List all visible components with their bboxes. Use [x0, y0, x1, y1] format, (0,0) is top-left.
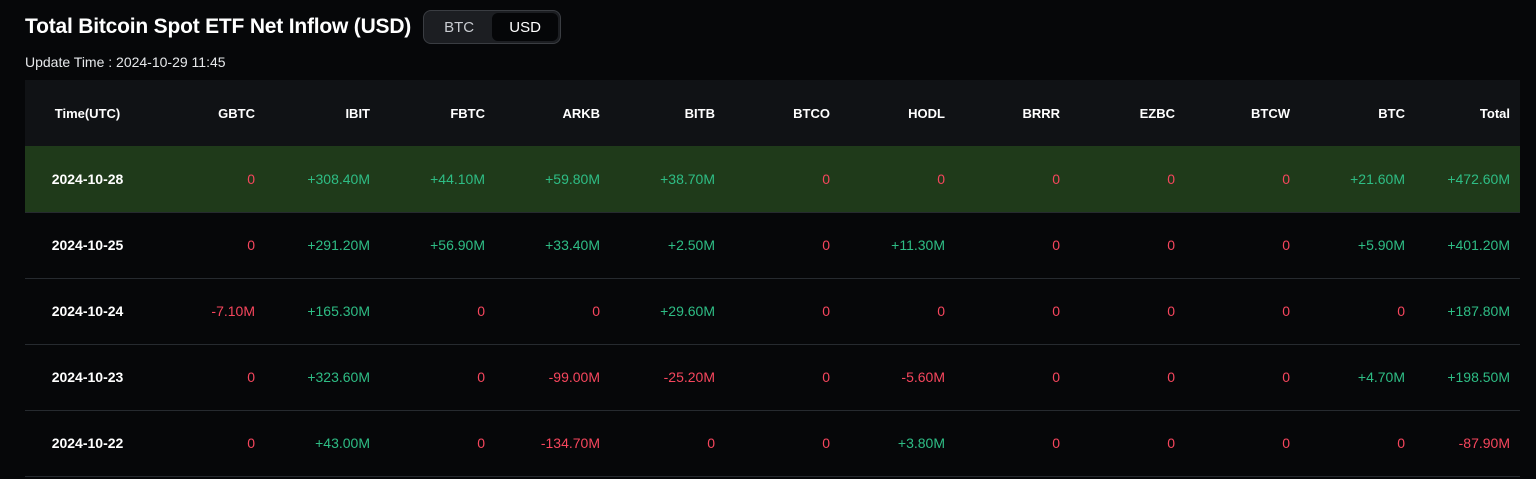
column-header-time-utc: Time(UTC)	[54, 105, 121, 121]
flow-cell: +165.30M	[307, 303, 370, 319]
flow-cell: 0	[1282, 435, 1290, 451]
flow-cell: 0	[1397, 303, 1405, 319]
row-date: 2024-10-22	[51, 435, 124, 451]
flow-cell: 0	[477, 303, 485, 319]
currency-toggle: BTC USD	[423, 10, 562, 44]
table-row: 2024-10-23 0 +323.60M 0 -99.00M -25.20M 0 -5.60…	[25, 344, 1520, 410]
flow-cell: 0	[1052, 303, 1060, 319]
flow-cell: +323.60M	[307, 369, 370, 385]
column-header-brrr: BRRR	[1022, 105, 1060, 121]
etf-flow-table: Time(UTC) GBTC IBIT FBTC ARKB BITB BTCO HODL BRR…	[25, 80, 1520, 477]
flow-cell: -134.70M	[540, 435, 600, 451]
row-date: 2024-10-25	[51, 237, 124, 253]
flow-cell: +308.40M	[307, 170, 370, 187]
etf-flow-table-container: Time(UTC) GBTC IBIT FBTC ARKB BITB BTCO HODL BRR…	[25, 80, 1520, 477]
flow-cell: +29.60M	[660, 303, 715, 319]
page-title: Total Bitcoin Spot ETF Net Inflow (USD)	[25, 15, 412, 38]
table-body: 2024-10-28 0 +308.40M +44.10M +59.80M +38.70M…	[25, 146, 1520, 476]
flow-cell: 0	[1282, 170, 1290, 187]
flow-cell: +59.80M	[545, 170, 600, 187]
flow-cell: 0	[1282, 303, 1290, 319]
flow-cell: +2.50M	[667, 237, 715, 253]
flow-cell: +198.50M	[1447, 369, 1510, 385]
flow-cell: 0	[822, 435, 830, 451]
flow-cell: +43.00M	[315, 435, 370, 451]
flow-cell: -25.20M	[663, 369, 715, 385]
flow-cell: +5.90M	[1357, 237, 1405, 253]
flow-cell: 0	[1282, 237, 1290, 253]
flow-cell: +33.40M	[545, 237, 600, 253]
flow-cell: +11.30M	[891, 237, 945, 253]
flow-cell: 0	[1397, 435, 1405, 451]
row-date: 2024-10-28	[51, 170, 124, 187]
column-header-hodl: HODL	[908, 105, 945, 121]
column-header-ezbc: EZBC	[1139, 105, 1175, 121]
flow-cell: +4.70M	[1357, 369, 1405, 385]
flow-cell: 0	[247, 369, 255, 385]
flow-cell: 0	[1052, 369, 1060, 385]
flow-cell: 0	[822, 237, 830, 253]
flow-cell: +187.80M	[1447, 303, 1510, 319]
column-header-arkb: ARKB	[562, 105, 600, 121]
flow-cell: 0	[937, 170, 945, 187]
toggle-btc-button[interactable]: BTC	[444, 18, 475, 36]
column-header-bitb: BITB	[684, 105, 715, 121]
flow-cell: +3.80M	[897, 435, 945, 451]
flow-cell: +44.10M	[430, 170, 485, 187]
flow-cell: -99.00M	[548, 369, 600, 385]
flow-cell: -7.10M	[211, 303, 255, 319]
flow-cell: 0	[822, 369, 830, 385]
column-header-ibit: IBIT	[345, 105, 370, 121]
flow-cell: 0	[247, 237, 255, 253]
column-header-btcw: BTCW	[1251, 105, 1290, 121]
column-header-btc: BTC	[1378, 105, 1405, 121]
flow-cell: +472.60M	[1447, 170, 1510, 187]
flow-cell: 0	[1167, 369, 1175, 385]
flow-cell: +56.90M	[430, 237, 485, 253]
toggle-usd-button[interactable]: USD	[492, 13, 559, 41]
row-date: 2024-10-23	[51, 369, 124, 385]
flow-cell: 0	[477, 369, 485, 385]
flow-cell: 0	[592, 303, 600, 319]
table-row: 2024-10-24 -7.10M +165.30M 0 0 +29.60M 0 0 0 0 0 0 +…	[25, 278, 1520, 344]
flow-cell: 0	[1052, 170, 1060, 187]
column-header-gbtc: GBTC	[218, 105, 255, 121]
flow-cell: 0	[247, 170, 255, 187]
flow-cell: 0	[1167, 303, 1175, 319]
header: Total Bitcoin Spot ETF Net Inflow (USD) …	[25, 10, 562, 44]
flow-cell: 0	[937, 303, 945, 319]
flow-cell: 0	[822, 170, 830, 187]
flow-cell: 0	[477, 435, 485, 451]
flow-cell: 0	[1167, 170, 1175, 187]
update-time: Update Time : 2024-10-29 11:45	[25, 54, 226, 70]
column-header-total: Total	[1479, 105, 1510, 121]
flow-cell: +401.20M	[1447, 237, 1510, 253]
flow-cell: +21.60M	[1350, 170, 1405, 187]
flow-cell: 0	[1167, 435, 1175, 451]
flow-cell: +38.70M	[660, 170, 715, 187]
table-row: 2024-10-28 0 +308.40M +44.10M +59.80M +38.70M…	[25, 146, 1520, 212]
flow-cell: -87.90M	[1458, 435, 1510, 451]
flow-cell: 0	[822, 303, 830, 319]
flow-cell: 0	[247, 435, 255, 451]
column-header-btco: BTCO	[793, 105, 830, 121]
flow-cell: 0	[1167, 237, 1175, 253]
column-header-fbtc: FBTC	[450, 105, 485, 121]
flow-cell: +291.20M	[307, 237, 370, 253]
flow-cell: 0	[1052, 237, 1060, 253]
flow-cell: -5.60M	[901, 369, 945, 385]
table-row: 2024-10-25 0 +291.20M +56.90M +33.40M +2.50M 0…	[25, 212, 1520, 278]
flow-cell: 0	[707, 435, 715, 451]
flow-cell: 0	[1052, 435, 1060, 451]
row-date: 2024-10-24	[51, 303, 124, 319]
table-header-row: Time(UTC) GBTC IBIT FBTC ARKB BITB BTCO HODL BRR…	[25, 80, 1520, 146]
flow-cell: 0	[1282, 369, 1290, 385]
table-row: 2024-10-22 0 +43.00M 0 -134.70M 0 0 +3.80M 0 0 0 0 -…	[25, 410, 1520, 476]
